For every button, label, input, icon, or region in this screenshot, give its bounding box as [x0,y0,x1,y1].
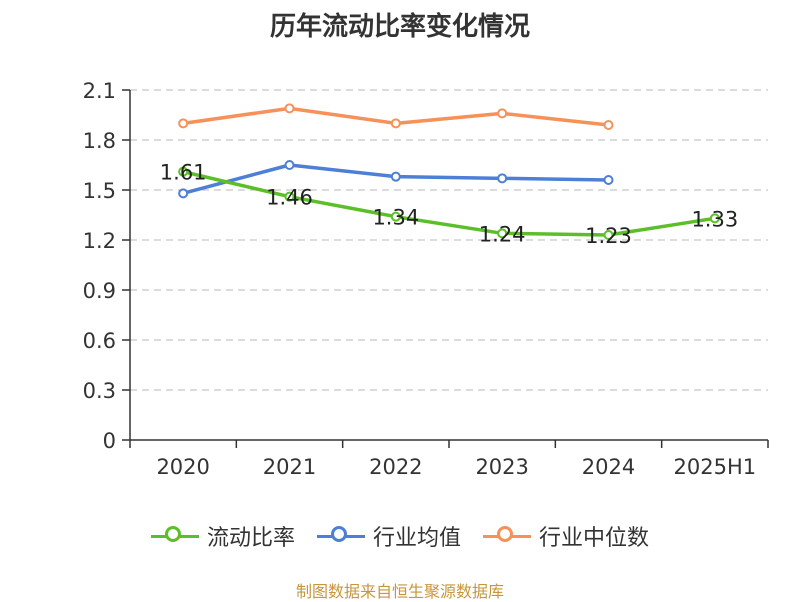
data-point [709,213,720,224]
data-point [603,175,614,185]
legend-swatch-industry-median [483,524,531,548]
legend-swatch-industry-mean [316,524,365,548]
data-point [178,166,189,177]
data-label: 1.61 [160,161,207,185]
data-label: 1.33 [691,207,738,231]
data-point [497,228,508,239]
data-point [178,118,189,129]
x-tick-label: 2024 [582,455,635,479]
legend: 流动比率 行业均值 行业中位数 [0,520,800,552]
y-tick-label: 1.2 [83,229,116,253]
y-tick-label: 1.5 [83,179,116,203]
y-tick-label: 0.6 [83,329,116,353]
legend-swatch-current-ratio [150,524,199,548]
data-label: 1.23 [585,224,632,248]
legend-item-industry-median[interactable]: 行业中位数 [483,520,649,552]
legend-label-current-ratio: 流动比率 [206,526,295,551]
data-point [497,108,508,119]
legend-item-current-ratio[interactable]: 流动比率 [150,520,295,552]
y-tick-label: 0.9 [83,279,116,303]
data-label: 1.24 [479,222,526,246]
legend-item-industry-mean[interactable]: 行业均值 [316,520,461,552]
data-point [284,191,295,202]
y-tick-label: 0 [103,429,116,453]
data-point [284,103,295,114]
legend-label-industry-median: 行业中位数 [539,526,650,551]
data-point [603,120,614,130]
series-line-0 [182,169,716,237]
data-point [603,230,614,240]
data-point [390,211,401,222]
x-tick-label: 2023 [475,455,528,479]
data-point [497,173,508,184]
data-label: 1.46 [266,186,313,210]
x-tick-label: 2020 [156,455,209,479]
x-tick-label: 2022 [369,455,422,479]
data-point [390,118,401,129]
x-tick-label: 2025H1 [674,455,757,479]
data-point [284,160,295,170]
y-tick-label: 2.1 [83,79,116,103]
y-tick-label: 0.3 [83,379,116,403]
data-label: 1.34 [372,206,419,230]
legend-label-industry-mean: 行业均值 [372,526,461,551]
y-tick-label: 1.8 [83,129,116,153]
data-point [178,188,189,199]
data-source-note: 制图数据来自恒生聚源数据库 [295,582,504,601]
chart-title: 历年流动比率变化情况 [269,12,530,42]
data-point [390,171,401,182]
x-tick-label: 2021 [263,455,316,479]
